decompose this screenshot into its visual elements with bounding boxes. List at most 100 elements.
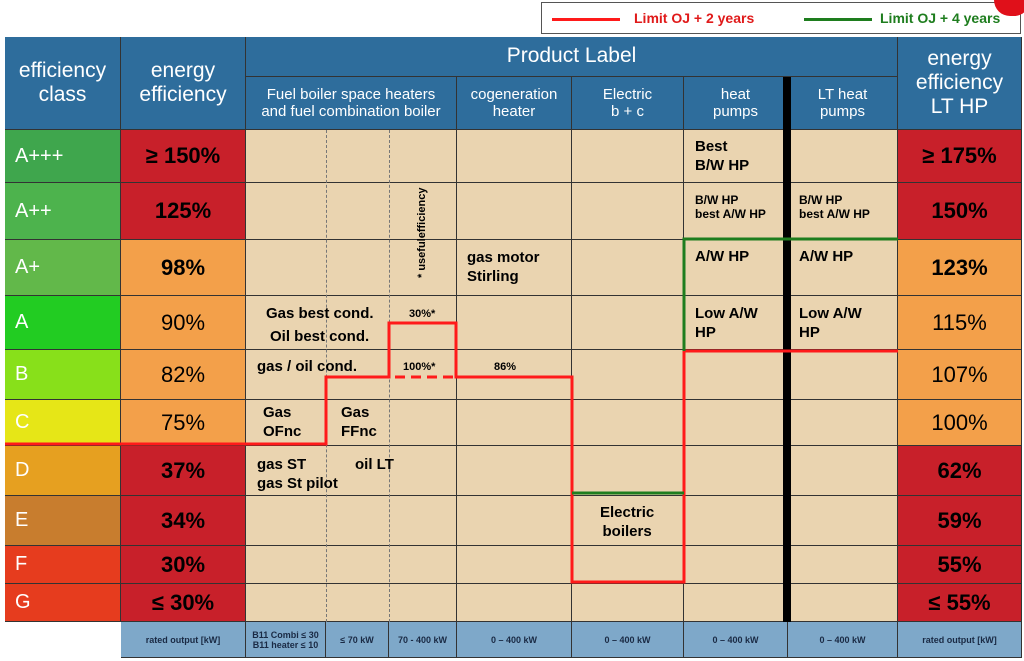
product-cell (684, 584, 788, 622)
efficiency-cell: 98% (121, 240, 246, 296)
product-cell (457, 130, 572, 183)
class-cell: A+++ (5, 130, 121, 183)
class-cell: A+ (5, 240, 121, 296)
product-cell (326, 584, 389, 622)
limit4-line-hp (682, 237, 898, 351)
product-cell (457, 400, 572, 446)
label-gas-ofnc: Gas OFnc (263, 404, 302, 440)
efficiency-cell: 90% (121, 296, 246, 350)
footer-lthp-range: 0 – 400 kW (788, 622, 898, 658)
lt-efficiency-cell: 123% (898, 240, 1022, 296)
efficiency-cell: ≤ 30% (121, 584, 246, 622)
product-cell (326, 446, 389, 496)
legend: Limit OJ + 2 years Limit OJ + 4 years (541, 2, 1021, 34)
product-cell (326, 296, 389, 350)
product-cell (788, 240, 898, 296)
label-lt-low-aw-hp: Low A/W HP (799, 305, 862, 341)
product-cell (788, 446, 898, 496)
product-cell (457, 496, 572, 546)
lt-efficiency-cell: 100% (898, 400, 1022, 446)
header-cogeneration: cogeneration heater (457, 77, 572, 130)
efficiency-cell: 75% (121, 400, 246, 446)
product-cell (246, 240, 326, 296)
product-cell (457, 296, 572, 350)
product-cell (457, 584, 572, 622)
product-cell (326, 546, 389, 584)
footer-rated-output: rated output [kW] (121, 622, 246, 658)
product-cell (246, 183, 326, 240)
product-cell (326, 183, 389, 240)
product-cell (457, 183, 572, 240)
header-product-label: Product Label (246, 37, 898, 77)
footer-le70: ≤ 70 kW (326, 622, 389, 658)
label-gas-motor: gas motor Stirling (467, 249, 540, 285)
product-cell (246, 496, 326, 546)
product-cell (788, 584, 898, 622)
label-lt-bw-hp: B/W HP best A/W HP (799, 193, 870, 221)
product-cell (326, 496, 389, 546)
product-cell (389, 130, 457, 183)
product-cell (457, 240, 572, 296)
product-cell (326, 350, 389, 400)
product-cell (684, 183, 788, 240)
efficiency-cell: 82% (121, 350, 246, 400)
product-cell (389, 400, 457, 446)
efficiency-cell: 30% (121, 546, 246, 584)
product-cell (389, 584, 457, 622)
product-cell (572, 240, 684, 296)
label-gas-best: Gas best cond. (266, 305, 374, 322)
label-best-bw-hp: Best B/W HP (695, 138, 750, 174)
product-cell (572, 400, 684, 446)
lt-efficiency-cell: 107% (898, 350, 1022, 400)
header-heat-pumps: heat pumps (684, 77, 788, 130)
label-gas-st: gas ST gas St pilot (257, 456, 338, 492)
header-energy-efficiency-lt-hp: energy efficiency LT HP (898, 37, 1022, 130)
product-cell (684, 130, 788, 183)
class-cell: F (5, 546, 121, 584)
lt-efficiency-cell: ≤ 55% (898, 584, 1022, 622)
legend-label-limit4: Limit OJ + 4 years (880, 10, 1001, 26)
legend-swatch-limit2 (552, 18, 620, 21)
efficiency-cell: 37% (121, 446, 246, 496)
product-cell (572, 296, 684, 350)
header-lt-heat-pumps: LT heat pumps (788, 77, 898, 130)
efficiency-cell: 34% (121, 496, 246, 546)
lt-efficiency-cell: 55% (898, 546, 1022, 584)
product-cell (389, 546, 457, 584)
class-cell: D (5, 446, 121, 496)
product-cell (684, 496, 788, 546)
product-cell (326, 400, 389, 446)
legend-swatch-limit4 (804, 18, 872, 21)
footer-electric-range: 0 – 400 kW (572, 622, 684, 658)
class-cell: A (5, 296, 121, 350)
product-cell (246, 296, 326, 350)
product-cell (788, 130, 898, 183)
lt-efficiency-cell: ≥ 175% (898, 130, 1022, 183)
product-cell (246, 446, 326, 496)
label-gas-ffnc: Gas FFnc (341, 404, 377, 440)
class-cell: B (5, 350, 121, 400)
product-cell (389, 496, 457, 546)
class-cell: A++ (5, 183, 121, 240)
label-bw-hp-best-aw: B/W HP best A/W HP (695, 193, 766, 221)
label-electric-boilers: Electric boilers (600, 504, 655, 540)
product-cell (389, 446, 457, 496)
product-cell (457, 350, 572, 400)
class-cell: E (5, 496, 121, 546)
product-cell (246, 584, 326, 622)
label-aw-hp: A/W HP (695, 248, 750, 265)
lt-efficiency-cell: 115% (898, 296, 1022, 350)
footer-cogen-range: 0 – 400 kW (457, 622, 572, 658)
product-cell (572, 446, 684, 496)
header-energy-efficiency: energy efficiency (121, 37, 246, 130)
limit2-line (5, 321, 898, 584)
product-cell (684, 350, 788, 400)
product-cell (572, 130, 684, 183)
label-low-aw-hp: Low A/W HP (695, 305, 758, 341)
class-cell: G (5, 584, 121, 622)
product-cell (326, 240, 389, 296)
lt-efficiency-cell: 62% (898, 446, 1022, 496)
product-cell (457, 546, 572, 584)
footer-rated-output-lt: rated output [kW] (898, 622, 1022, 658)
lt-efficiency-cell: 150% (898, 183, 1022, 240)
